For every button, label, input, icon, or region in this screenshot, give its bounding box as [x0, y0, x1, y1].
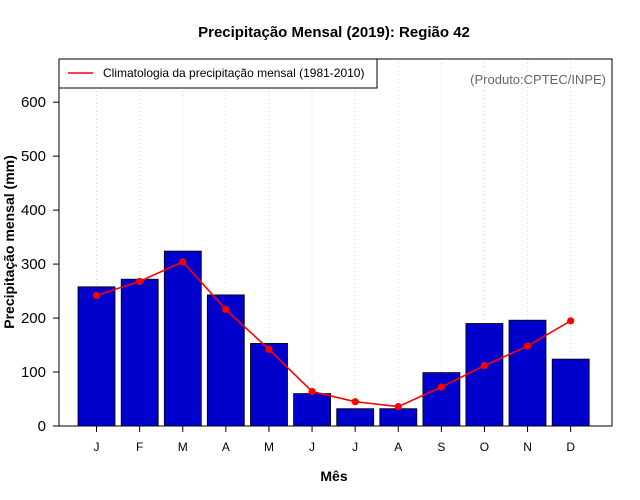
x-tick-label: J — [309, 440, 315, 454]
climatology-point — [523, 342, 532, 350]
climatology-point — [308, 387, 316, 396]
x-axis-label: Mês — [320, 468, 347, 484]
x-tick-label: O — [480, 440, 489, 454]
x-tick-label: S — [437, 440, 445, 454]
bar — [336, 408, 375, 427]
x-tick-label: A — [222, 440, 230, 454]
x-tick-label: D — [566, 440, 575, 454]
x-tick-label: F — [136, 440, 143, 454]
climatology-point — [351, 398, 359, 406]
x-tick-label: M — [264, 440, 274, 454]
x-tick-label: J — [352, 440, 358, 454]
climatology-point — [92, 291, 101, 299]
bar — [465, 323, 504, 427]
bar — [379, 408, 418, 427]
x-tick-label: J — [94, 440, 100, 454]
bar — [293, 393, 332, 427]
climatology-point — [567, 317, 575, 325]
chart-title: Precipitação Mensal (2019): Região 42 — [198, 24, 470, 41]
bar — [508, 319, 547, 427]
bar-series — [77, 250, 590, 427]
climatology-point — [136, 277, 144, 285]
x-tick-label: M — [178, 440, 188, 454]
y-tick-label: 600 — [21, 94, 46, 111]
bar — [551, 358, 590, 427]
y-axis-label: Precipitação mensal (mm) — [1, 155, 17, 329]
climatology-series — [92, 258, 575, 411]
legend: Climatologia da precipitação mensal (198… — [58, 58, 378, 89]
climatology-point — [437, 383, 445, 391]
x-tick-label: A — [394, 440, 402, 454]
bar — [77, 286, 116, 427]
legend-label: Climatologia da precipitação mensal (198… — [103, 66, 364, 80]
source-annotation: (Produto:CPTEC/INPE) — [470, 72, 606, 87]
climatology-point — [480, 362, 488, 370]
climatology-line — [96, 260, 572, 408]
y-tick-label: 500 — [21, 148, 46, 165]
climatology-point — [265, 345, 273, 353]
y-tick-label: 200 — [21, 310, 46, 327]
bar — [250, 342, 288, 427]
climatology-point — [179, 258, 187, 266]
y-tick-label: 100 — [21, 364, 46, 381]
climatology-point — [222, 305, 230, 313]
bar — [206, 294, 245, 427]
legend-box — [58, 58, 378, 89]
y-tick-label: 300 — [21, 256, 46, 273]
bar — [163, 250, 202, 427]
x-tick-label: N — [523, 440, 532, 454]
bar — [120, 278, 159, 427]
climatology-point — [394, 403, 402, 411]
y-tick-label: 0 — [38, 418, 46, 435]
y-tick-label: 400 — [21, 202, 46, 219]
y-axis: 0 100 200 300 400 500 600 — [21, 94, 59, 435]
